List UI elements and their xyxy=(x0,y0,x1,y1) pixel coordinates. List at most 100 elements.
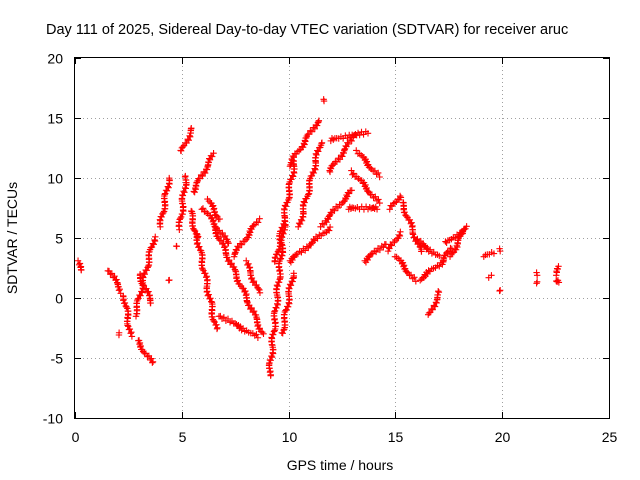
data-point xyxy=(260,330,267,338)
data-point xyxy=(290,270,297,277)
series-arc39 xyxy=(424,287,443,318)
x-tick-label: 10 xyxy=(282,429,298,445)
data-point xyxy=(78,266,85,274)
data-point xyxy=(412,278,420,285)
data-point xyxy=(311,165,318,172)
series-arc26 xyxy=(326,134,357,176)
data-point xyxy=(123,303,130,311)
data-point xyxy=(248,226,255,233)
data-point xyxy=(137,342,144,350)
data-point xyxy=(397,228,404,236)
series-stray xyxy=(115,242,180,339)
data-point xyxy=(555,263,562,270)
data-point xyxy=(160,209,167,217)
data-point xyxy=(391,199,399,206)
data-point xyxy=(275,246,282,254)
series-arc10 xyxy=(190,149,217,196)
series-arc9 xyxy=(177,125,195,155)
data-point xyxy=(270,331,277,338)
y-tick-label: -5 xyxy=(51,351,64,367)
data-point xyxy=(271,327,278,334)
data-point xyxy=(272,255,279,262)
data-point xyxy=(533,269,540,276)
data-point xyxy=(128,333,136,340)
data-point xyxy=(373,206,381,213)
series-arc30 xyxy=(353,147,383,181)
y-tick-label: 0 xyxy=(55,291,63,307)
data-point xyxy=(364,161,372,168)
series-arc44 xyxy=(485,272,495,281)
data-point xyxy=(364,256,371,264)
data-point xyxy=(213,321,220,328)
data-point xyxy=(286,163,294,170)
data-point xyxy=(145,288,152,295)
data-point xyxy=(113,276,120,283)
series-arc7 xyxy=(156,174,173,231)
data-point xyxy=(425,267,432,274)
series-arc24 xyxy=(286,223,334,266)
data-point xyxy=(120,295,127,303)
data-point xyxy=(307,127,314,134)
data-point xyxy=(320,97,328,105)
data-point xyxy=(149,358,157,365)
series-arc1 xyxy=(74,257,85,274)
grid xyxy=(75,58,609,418)
data-point xyxy=(399,259,407,266)
data-point xyxy=(201,169,209,177)
data-point xyxy=(134,295,141,303)
data-point xyxy=(248,304,255,312)
data-point xyxy=(305,191,312,198)
series-arc38 xyxy=(417,257,447,284)
plot-frame xyxy=(74,57,610,419)
data-point xyxy=(327,165,335,172)
data-points xyxy=(74,96,563,379)
series-arc42 xyxy=(446,226,468,260)
data-point xyxy=(345,190,353,197)
data-point xyxy=(124,322,131,329)
data-point xyxy=(193,179,201,186)
data-point xyxy=(275,279,283,286)
data-point xyxy=(210,149,217,157)
data-point xyxy=(254,219,262,226)
y-tick-label: 15 xyxy=(47,111,63,127)
data-point xyxy=(330,136,337,143)
data-point xyxy=(403,268,411,276)
data-point xyxy=(126,325,134,333)
data-point xyxy=(256,215,263,222)
data-point xyxy=(250,278,258,285)
data-point xyxy=(554,265,561,273)
data-point xyxy=(452,246,460,253)
data-point xyxy=(147,244,155,251)
data-point xyxy=(199,266,206,273)
data-point xyxy=(334,204,342,212)
series-arc8 xyxy=(175,172,190,233)
data-point xyxy=(212,212,220,219)
data-point xyxy=(211,208,218,215)
data-point xyxy=(296,220,304,228)
series-arc15 xyxy=(211,223,267,338)
y-tick-label: 10 xyxy=(47,171,63,187)
data-point xyxy=(242,287,249,295)
data-point xyxy=(397,194,405,201)
data-point xyxy=(217,231,225,238)
data-point xyxy=(194,239,201,247)
x-tick-label: 20 xyxy=(495,429,511,445)
data-point xyxy=(393,253,400,261)
data-point xyxy=(253,331,260,338)
data-point xyxy=(220,314,228,321)
data-point xyxy=(376,173,383,181)
data-point xyxy=(177,147,185,155)
data-point xyxy=(190,226,198,234)
data-point xyxy=(315,117,323,124)
data-point xyxy=(108,270,116,277)
x-tick-label: 0 xyxy=(72,429,80,445)
x-tick-label: 15 xyxy=(388,429,404,445)
data-point xyxy=(418,248,425,255)
data-point xyxy=(166,174,173,182)
data-point xyxy=(228,260,235,267)
data-point xyxy=(376,199,383,207)
data-point xyxy=(157,217,164,224)
data-point xyxy=(127,330,134,337)
data-point xyxy=(496,245,503,252)
data-point xyxy=(375,169,382,177)
